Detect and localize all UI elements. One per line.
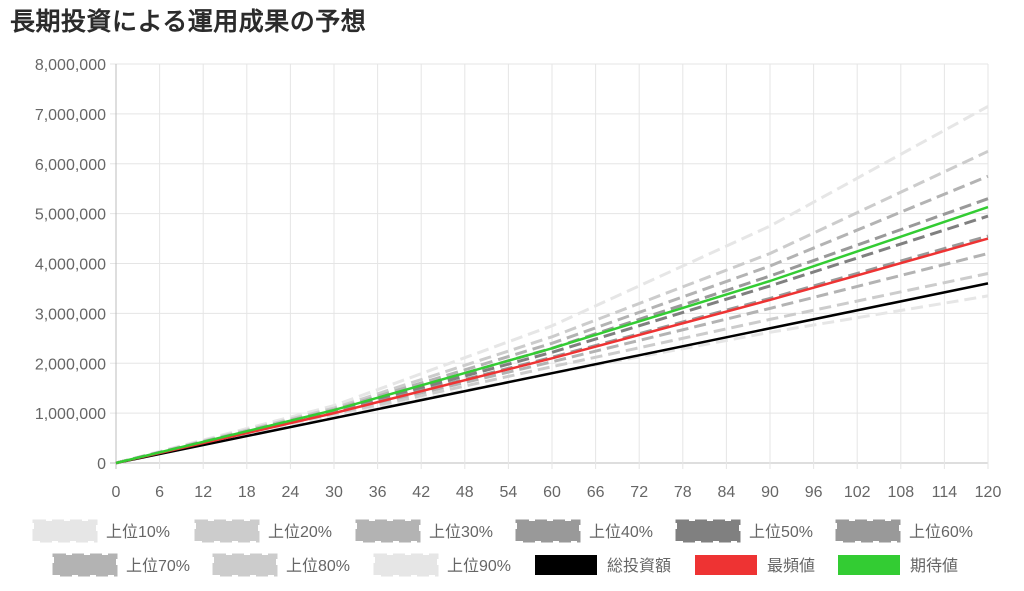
x-tick-label: 12 [194, 484, 212, 501]
legend-item[interactable]: 上位90% [373, 553, 511, 577]
legend-swatch [515, 519, 581, 543]
series-line-10 [115, 237, 989, 465]
x-tick-label: 60 [543, 484, 561, 501]
x-tick-label: 0 [112, 484, 121, 501]
legend-label: 上位40% [589, 523, 653, 541]
legend-label: 上位80% [286, 557, 350, 575]
legend-label: 上位50% [749, 523, 813, 541]
legend-item[interactable]: 上位40% [515, 519, 653, 543]
series-line-0 [115, 105, 989, 465]
legend-swatch [32, 519, 98, 543]
legend-item[interactable]: 上位60% [835, 519, 973, 543]
x-tick-label: 42 [412, 484, 430, 501]
legend-swatch [373, 553, 439, 577]
x-tick-label: 120 [975, 484, 1002, 501]
series-line-9 [115, 282, 989, 465]
legend-swatch [52, 553, 118, 577]
x-tick-label: 24 [282, 484, 300, 501]
series-lines [115, 105, 989, 465]
legend-swatch [535, 555, 597, 575]
legend-label: 上位70% [126, 557, 190, 575]
x-tick-label: 54 [500, 484, 518, 501]
x-tick-label: 48 [456, 484, 474, 501]
x-tick-label: 96 [805, 484, 823, 501]
x-tick-label: 36 [369, 484, 387, 501]
x-tick-label: 78 [674, 484, 692, 501]
legend-swatch [695, 555, 757, 575]
x-tick-label: 108 [887, 484, 914, 501]
y-tick-label: 6,000,000 [35, 157, 106, 174]
legend-item[interactable]: 上位80% [212, 553, 350, 577]
y-tick-label: 2,000,000 [35, 356, 106, 373]
legend-item[interactable]: 上位10% [32, 519, 170, 543]
y-tick-label: 5,000,000 [35, 207, 106, 224]
y-tick-label: 1,000,000 [35, 406, 106, 423]
legend-item[interactable]: 上位20% [194, 519, 332, 543]
x-tick-label: 102 [844, 484, 871, 501]
x-tick-label: 114 [932, 484, 958, 501]
y-tick-label: 3,000,000 [35, 306, 106, 323]
legend-swatch [838, 555, 900, 575]
legend: 上位10% 上位20% 上位30% 上位40% 上位50% 上位60% 上位70% 上位80%… [32, 519, 973, 577]
legend-label: 上位60% [909, 523, 973, 541]
x-axis-ticks: 0 6 12 18 24 30 36 42 48 54 60 66 72 78 84 90 96 102 108 11… [112, 484, 1002, 501]
x-tick-label: 84 [718, 484, 736, 501]
x-tick-label: 18 [238, 484, 256, 501]
x-tick-label: 72 [630, 484, 648, 501]
legend-item[interactable]: 総投資額 [535, 555, 671, 575]
legend-item[interactable]: 期待値 [838, 555, 958, 575]
legend-item[interactable]: 上位30% [355, 519, 493, 543]
y-tick-label: 7,000,000 [35, 107, 106, 124]
legend-label: 上位30% [429, 523, 493, 541]
x-tick-label: 66 [587, 484, 605, 501]
x-tick-label: 90 [761, 484, 779, 501]
legend-item[interactable]: 最頻値 [695, 555, 815, 575]
legend-label: 総投資額 [607, 557, 671, 575]
legend-item[interactable]: 上位70% [52, 553, 190, 577]
legend-label: 最頻値 [767, 557, 815, 575]
x-tick-label: 6 [155, 484, 164, 501]
legend-item[interactable]: 上位50% [675, 519, 813, 543]
series-line-11 [115, 205, 989, 465]
y-tick-label: 4,000,000 [35, 257, 106, 274]
y-axis-ticks: 0 1,000,000 2,000,000 3,000,000 4,000,000 5,0… [35, 57, 106, 473]
legend-label: 期待値 [910, 557, 958, 575]
y-tick-label: 0 [97, 456, 106, 473]
legend-label: 上位10% [106, 523, 170, 541]
grid-lines [110, 63, 989, 469]
legend-swatch [355, 519, 421, 543]
legend-label: 上位90% [447, 557, 511, 575]
legend-swatch [194, 519, 260, 543]
legend-swatch [212, 553, 278, 577]
y-tick-label: 8,000,000 [35, 57, 106, 74]
legend-swatch [675, 519, 741, 543]
legend-label: 上位20% [268, 523, 332, 541]
x-tick-label: 30 [325, 484, 343, 501]
chart-title: 長期投資による運用成果の予想 [10, 7, 367, 36]
legend-swatch [835, 519, 901, 543]
